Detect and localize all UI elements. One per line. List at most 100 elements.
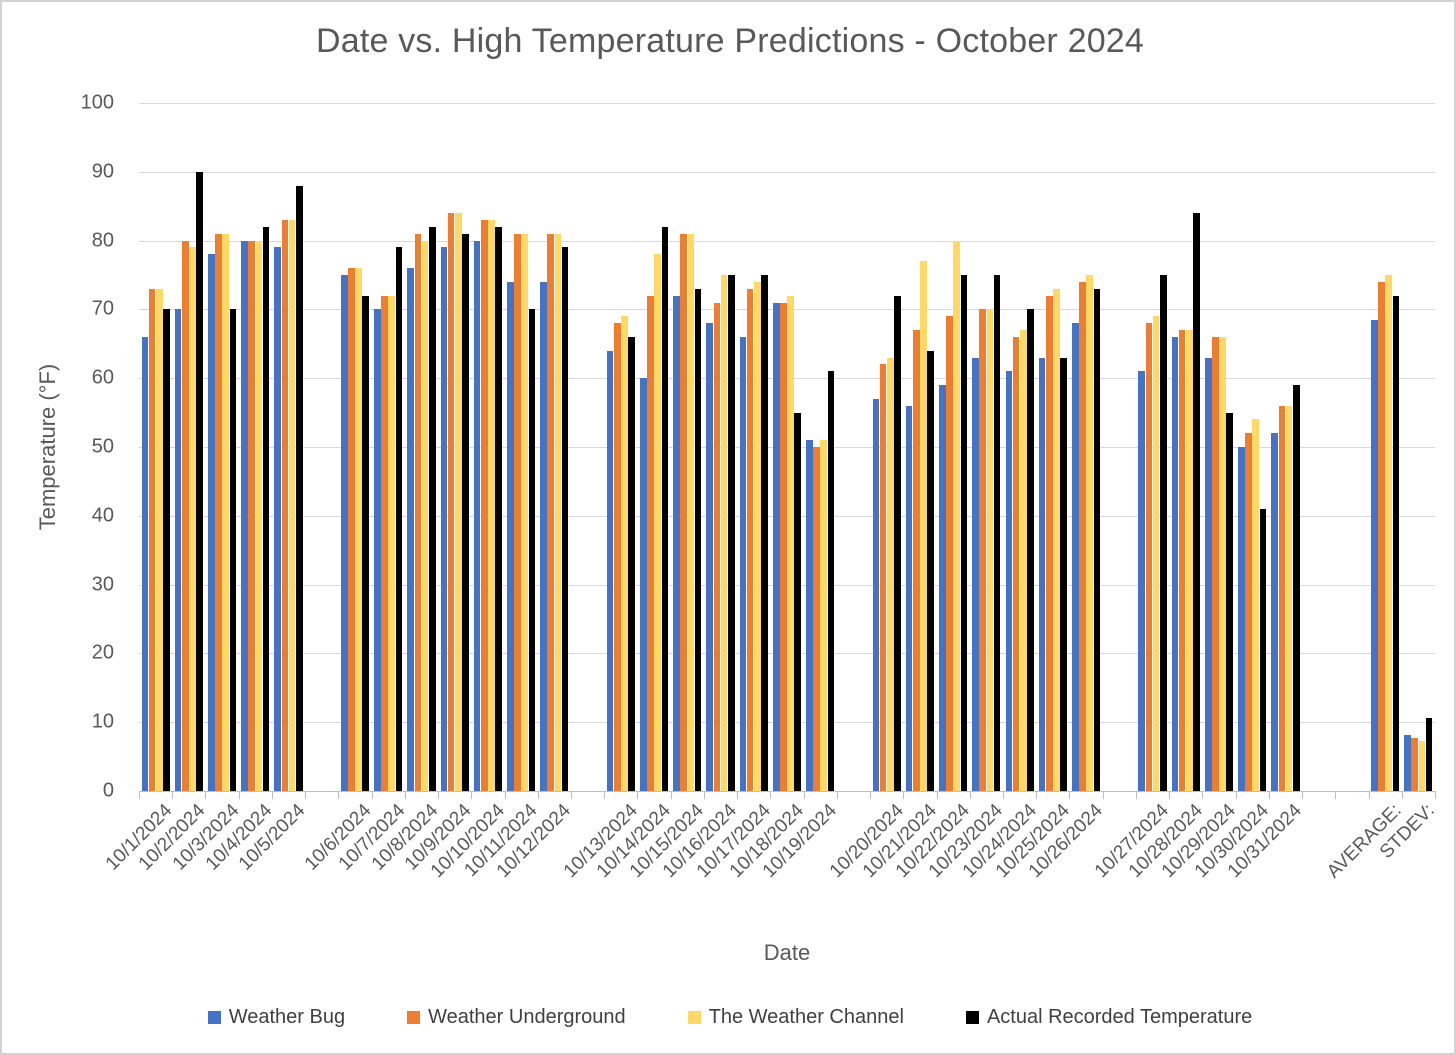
bar [340, 275, 348, 791]
gridline [139, 447, 1435, 448]
bar [986, 309, 994, 791]
x-axis-tick [238, 792, 240, 799]
bar [1226, 412, 1234, 791]
bar [806, 440, 813, 791]
bar [905, 405, 913, 791]
x-axis-tick [703, 792, 705, 799]
bar [222, 233, 229, 791]
x-axis-tick [637, 792, 639, 799]
bar [927, 350, 934, 791]
gridline [139, 653, 1435, 655]
x-axis-tick [471, 792, 473, 799]
bar [720, 275, 728, 791]
x-axis-tick [571, 792, 572, 799]
y-tick-label: 80 [91, 229, 114, 252]
bar [454, 213, 462, 791]
legend-swatch [687, 1011, 701, 1024]
x-axis-tick [1268, 792, 1270, 799]
x-axis-tick [836, 792, 838, 799]
x-axis-tick [1401, 792, 1403, 799]
bar [1278, 405, 1286, 791]
x-axis-tick [1335, 792, 1337, 799]
x-axis-tick [870, 792, 872, 799]
bar [1145, 323, 1153, 791]
bar [706, 323, 714, 791]
bar [1204, 357, 1212, 791]
bar [920, 261, 927, 791]
x-axis-tick [271, 792, 273, 799]
bar [1186, 330, 1193, 791]
bar [295, 185, 303, 791]
bar [428, 226, 436, 791]
bar [1045, 295, 1053, 791]
bar [488, 219, 495, 791]
bar [1425, 718, 1433, 791]
bar [739, 336, 747, 791]
bar [979, 309, 987, 791]
y-tick-label: 0 [102, 779, 114, 802]
bar [1138, 371, 1146, 791]
x-axis-tick [338, 792, 340, 799]
bar [1271, 433, 1278, 791]
bar [1152, 316, 1160, 791]
bar [1005, 371, 1013, 791]
legend-swatch [207, 1011, 221, 1024]
bar [473, 240, 481, 791]
bar [1178, 330, 1186, 791]
legend-swatch [407, 1011, 421, 1024]
y-tick-label: 10 [91, 710, 114, 733]
y-tick-label: 90 [91, 160, 114, 183]
x-axis-line [139, 791, 1436, 792]
bar [1418, 741, 1426, 791]
bar [780, 302, 787, 791]
gridline [139, 378, 1435, 380]
bar [181, 240, 189, 791]
x-axis-tick [1368, 792, 1370, 799]
x-axis-tick [404, 792, 406, 799]
bar [414, 233, 422, 791]
bar [229, 309, 237, 791]
bar [628, 336, 635, 791]
bar [561, 247, 569, 791]
bar [680, 233, 688, 791]
bar [207, 254, 215, 791]
gridline [139, 240, 1435, 242]
bar [827, 371, 835, 791]
bar [960, 275, 968, 791]
bar [540, 281, 547, 791]
bar [661, 226, 669, 791]
bar [621, 316, 628, 791]
bar [647, 295, 654, 791]
x-axis-tick [903, 792, 905, 799]
bar [654, 254, 661, 791]
gridline [139, 722, 1435, 724]
legend: Weather Bug Weather Underground The Weathe… [2, 1006, 1454, 1029]
y-tick-label: 20 [91, 641, 114, 664]
bar [913, 330, 920, 791]
bar [1079, 281, 1086, 791]
bar [163, 309, 170, 791]
bar [820, 440, 828, 791]
bar [1252, 419, 1260, 791]
x-axis-tick [1435, 792, 1436, 799]
bar [1378, 281, 1385, 791]
bar [1385, 275, 1393, 791]
bar [872, 398, 880, 791]
bar [761, 275, 768, 791]
legend-item: Actual Recorded Temperature [965, 1006, 1252, 1029]
gridline [139, 515, 1435, 517]
legend-item: Weather Bug [207, 1006, 345, 1029]
x-axis-tick [371, 792, 373, 799]
bar [1392, 295, 1400, 791]
bar [713, 302, 721, 791]
bar [694, 288, 702, 791]
bar [1019, 330, 1027, 791]
y-tick-label: 50 [91, 435, 114, 458]
bar [1071, 323, 1079, 791]
x-axis-tick [803, 792, 805, 799]
bar [547, 233, 555, 791]
bar [972, 357, 979, 791]
bar [1238, 447, 1245, 791]
bar [1093, 288, 1101, 791]
x-axis-tick [504, 792, 506, 799]
